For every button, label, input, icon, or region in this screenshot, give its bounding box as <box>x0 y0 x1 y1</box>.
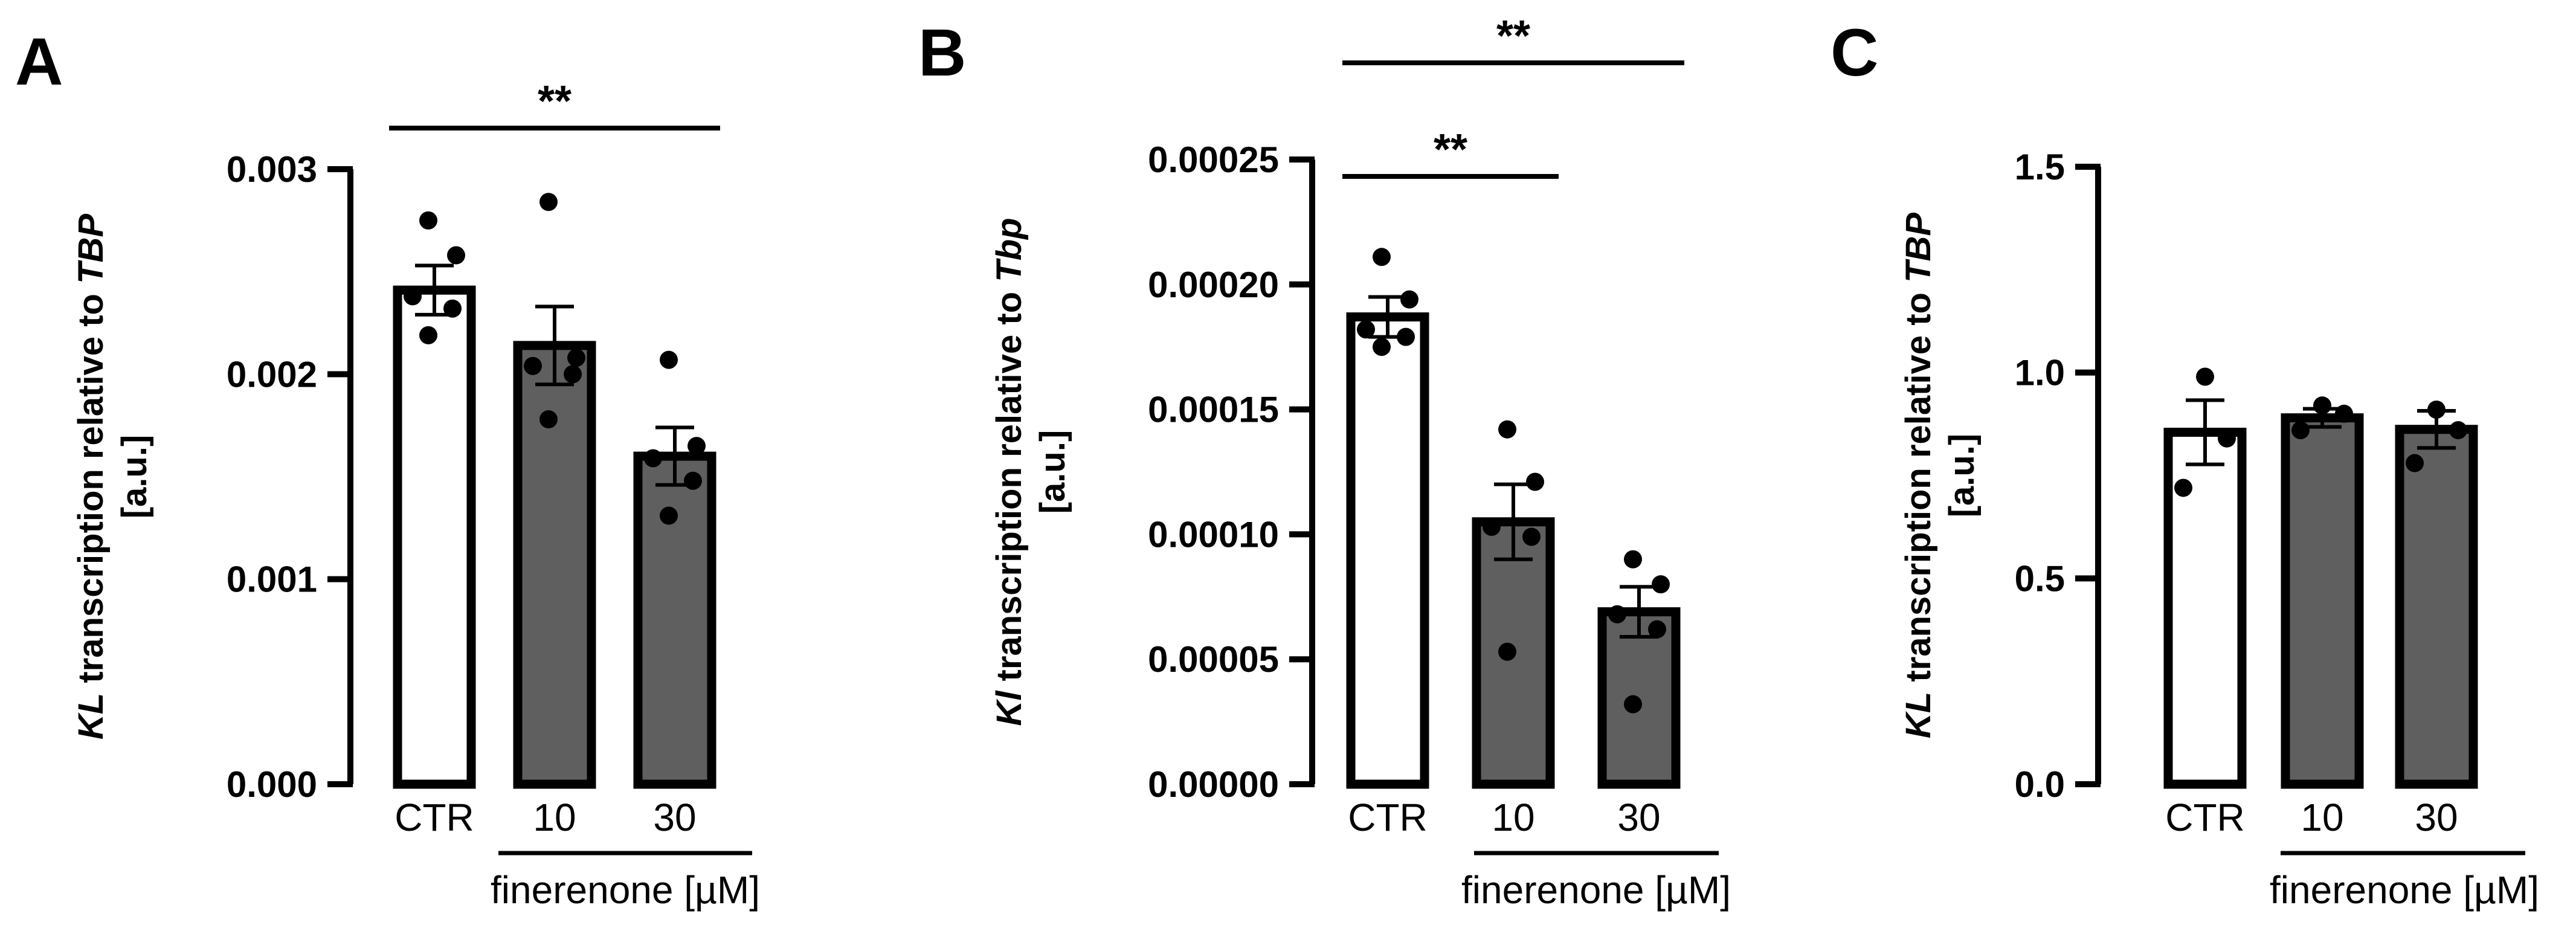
data-point <box>1357 320 1375 339</box>
category-label: 10 <box>1492 796 1534 839</box>
y-tick-label: 0.00020 <box>1148 265 1279 305</box>
data-point <box>2335 404 2353 423</box>
data-point <box>1526 472 1544 491</box>
y-tick-label: 0.002 <box>227 354 317 395</box>
bar <box>2281 413 2364 789</box>
data-point <box>2427 400 2446 419</box>
data-point <box>2449 421 2467 440</box>
data-point <box>1400 290 1418 309</box>
data-point <box>2291 421 2310 440</box>
y-tick-label: 0.003 <box>227 149 317 190</box>
y-tick-label: 0.00025 <box>1148 140 1279 180</box>
data-point <box>539 410 558 428</box>
panel-a: A 0.000 0.001 0.002 0.003 KL transcription r… <box>15 25 760 912</box>
y-axis-unit: [a.u.] <box>1033 430 1072 514</box>
data-point <box>1522 527 1541 546</box>
bar <box>2395 425 2478 789</box>
data-point <box>1483 517 1501 536</box>
data-point <box>660 350 678 369</box>
significance-label: ** <box>1496 12 1530 60</box>
data-point <box>443 299 462 318</box>
category-label: 30 <box>1617 796 1660 839</box>
category-label: 10 <box>533 796 576 839</box>
y-tick-label: 0.001 <box>227 559 317 600</box>
y-axis-label: KL transcription relative to TBP <box>1899 213 1938 738</box>
data-point <box>539 193 558 211</box>
y-tick-label: 0.000 <box>227 764 317 805</box>
bar <box>1346 312 1429 789</box>
data-point <box>1498 642 1516 661</box>
data-point <box>2218 429 2236 448</box>
group-label: finerenone [µM] <box>491 868 760 912</box>
data-point <box>2313 396 2331 415</box>
y-axis-unit: [a.u.] <box>115 435 154 519</box>
panel-letter: B <box>918 16 966 90</box>
data-point <box>684 471 702 490</box>
panel-c: C 0.0 0.5 1.0 1.5 KL transcription relative … <box>1831 16 2539 912</box>
y-tick-label: 0.5 <box>2015 558 2065 599</box>
data-point <box>524 356 542 375</box>
data-point <box>447 246 465 265</box>
data-point <box>1608 605 1626 624</box>
data-point <box>1498 420 1516 439</box>
data-point <box>404 287 422 306</box>
y-axis-unit: [a.u.] <box>1942 434 1982 518</box>
data-point <box>644 449 662 468</box>
data-point <box>1373 338 1391 356</box>
significance-label: ** <box>538 77 572 126</box>
category-label: CTR <box>2165 796 2245 839</box>
data-point <box>419 211 437 230</box>
category-label: 30 <box>653 796 696 839</box>
significance-label: ** <box>1434 126 1467 174</box>
panel-b: B 0.00000 0.00005 0.00010 0.00015 0.00020 0.0… <box>918 12 1731 912</box>
bar <box>393 285 476 789</box>
data-point <box>660 506 678 525</box>
data-point <box>1652 575 1670 594</box>
panel-letter: A <box>15 25 63 99</box>
y-tick-label: 1.5 <box>2015 147 2065 187</box>
bar <box>2163 427 2247 789</box>
category-label: 30 <box>2415 796 2458 839</box>
y-tick-label: 1.0 <box>2015 353 2065 393</box>
data-point <box>567 349 585 367</box>
data-point <box>1624 550 1642 569</box>
category-label: 10 <box>2301 796 2343 839</box>
y-tick-label: 0.00015 <box>1148 390 1279 430</box>
data-point <box>419 326 437 344</box>
category-label: CTR <box>1348 796 1428 839</box>
data-point <box>1624 695 1642 714</box>
category-label: CTR <box>394 796 474 839</box>
y-tick-label: 0.00000 <box>1148 764 1279 805</box>
bar <box>513 341 596 789</box>
group-label: finerenone [µM] <box>1461 868 1731 912</box>
data-point <box>2196 367 2214 386</box>
y-tick-label: 0.0 <box>2015 764 2065 805</box>
y-tick-label: 0.00005 <box>1148 639 1279 680</box>
panel-letter: C <box>1831 16 1878 90</box>
y-axis-label: KL transcription relative to TBP <box>71 214 111 740</box>
data-point <box>2174 478 2192 497</box>
data-point <box>1373 248 1391 266</box>
y-axis-label: Kl transcription relative to Tbp <box>990 218 1029 726</box>
data-point <box>1397 327 1415 346</box>
data-point <box>564 365 582 384</box>
bar <box>633 451 716 789</box>
group-label: finerenone [µM] <box>2270 868 2539 912</box>
data-point <box>687 437 706 456</box>
data-point <box>2406 454 2424 472</box>
y-tick-label: 0.00010 <box>1148 514 1279 555</box>
data-point <box>1648 620 1666 639</box>
